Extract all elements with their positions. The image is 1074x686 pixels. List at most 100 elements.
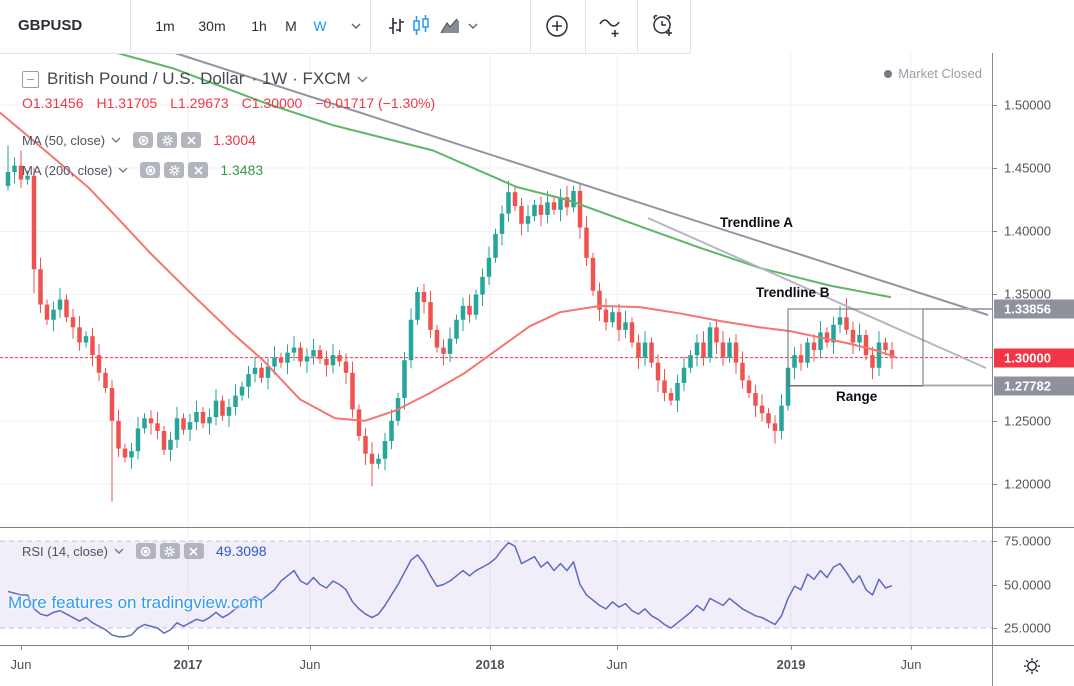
ma200-chevron-down-icon[interactable] — [118, 167, 128, 173]
toolbar-separator — [370, 0, 371, 53]
price-badge-1.30000: 1.30000 — [994, 348, 1074, 368]
symbol-title[interactable]: British Pound / U.S. Dollar — [47, 69, 245, 88]
alert-clock-icon[interactable] — [649, 13, 677, 39]
time-tick — [911, 645, 912, 650]
ma200-label: MA (200, close) — [22, 162, 113, 178]
time-tick — [310, 645, 311, 650]
rsi-axis-label: 50.0000 — [1004, 577, 1051, 592]
candles-chart-icon[interactable] — [411, 13, 431, 39]
area-chart-icon[interactable] — [439, 13, 461, 39]
top-toolbar: GBPUSD 1m 30m 1h M W — [0, 0, 1074, 54]
toolbar-separator — [130, 0, 131, 53]
symbol-button[interactable]: GBPUSD — [18, 17, 83, 34]
rsi-remove-x-icon[interactable] — [183, 543, 204, 559]
ohlc-item: C1.30000 — [241, 95, 303, 111]
interval-chevron-down-icon[interactable] — [351, 13, 361, 39]
time-tick — [490, 645, 491, 650]
price-axis-label: 1.50000 — [1004, 97, 1051, 113]
time-axis-label: 2018 — [475, 657, 505, 672]
time-axis-label: Jun — [299, 657, 321, 672]
time-axis[interactable]: Jun 2017 Jun 2018 Jun 2019 Jun — [0, 645, 1074, 686]
market-closed-dot-icon — [884, 69, 893, 78]
interval-1m[interactable]: 1m — [155, 18, 175, 34]
rsi-chevron-down-icon[interactable] — [114, 548, 124, 554]
ma200-legend: MA (200, close) 1.3483 — [22, 162, 263, 178]
trendline-a-label[interactable]: Trendline A — [720, 215, 794, 230]
rsi-label: RSI (14, close) — [22, 543, 108, 559]
toolbar-bottom-border — [0, 53, 690, 54]
interval-W[interactable]: W — [313, 18, 327, 34]
rsi-axis-label: 25.0000 — [1004, 620, 1051, 636]
bars-chart-icon[interactable] — [385, 13, 407, 39]
price-axis-label: 1.25000 — [1004, 413, 1051, 429]
chart-type-chevron-down-icon[interactable] — [468, 13, 478, 39]
toolbar-separator — [530, 0, 531, 53]
ma50-line — [0, 111, 898, 422]
symbol-meta[interactable]: · 1W · FXCM — [251, 69, 351, 88]
market-status-text: Market Closed — [898, 66, 982, 81]
axis-tick — [993, 420, 997, 422]
compare-plus-icon[interactable] — [544, 13, 570, 39]
axis-tick — [993, 168, 997, 170]
ma200-value: 1.3483 — [220, 162, 264, 178]
ma50-legend: MA (50, close) 1.3004 — [22, 132, 256, 148]
toolbar-separator — [585, 0, 586, 53]
time-axis-label: Jun — [10, 657, 32, 672]
axis-tick — [993, 294, 997, 296]
range-box — [787, 307, 993, 387]
ma50-remove-x-icon[interactable] — [181, 132, 202, 148]
theme-sun-icon[interactable] — [1019, 653, 1045, 679]
tradingview-watermark-link[interactable]: More features on tradingview.com — [8, 593, 264, 612]
ma50-visibility-icon[interactable] — [133, 132, 154, 148]
range-label[interactable]: Range — [836, 389, 878, 404]
toolbar-separator — [690, 0, 691, 53]
axis-tick — [993, 584, 997, 586]
price-axis-label: 1.35000 — [1004, 286, 1051, 302]
ma50-value: 1.3004 — [213, 132, 256, 148]
ohlc-item: H1.31705 — [96, 95, 158, 111]
interval-30m[interactable]: 30m — [198, 18, 226, 34]
time-axis-label: Jun — [606, 657, 628, 672]
rsi-value: 49.3098 — [215, 543, 267, 559]
time-tick — [188, 645, 189, 650]
ma200-settings-gear-icon[interactable] — [164, 162, 185, 178]
rsi-legend: RSI (14, close) 49.3098 — [22, 543, 267, 559]
axis-tick — [993, 541, 997, 542]
time-axis-label: Jun — [900, 657, 922, 672]
axis-tick — [993, 231, 997, 233]
price-badge-1.27782: 1.27782 — [994, 376, 1074, 396]
time-axis-separator — [0, 645, 1074, 646]
chart-legend-title: British Pound / U.S. Dollar · 1W · FXCM — [22, 69, 368, 89]
collapse-pane-icon[interactable] — [22, 70, 39, 88]
ohlc-item: −0.01717 (−1.30%) — [315, 95, 436, 111]
ma50-settings-gear-icon[interactable] — [157, 132, 178, 148]
price-axis-label: 1.40000 — [1004, 223, 1051, 239]
ma50-label: MA (50, close) — [22, 132, 106, 148]
rsi-settings-gear-icon[interactable] — [159, 543, 180, 559]
time-tick — [791, 645, 792, 650]
interval-1h[interactable]: 1h — [251, 18, 267, 34]
ohlc-item: L1.29673 — [170, 95, 229, 111]
market-status: Market Closed — [884, 66, 982, 81]
price-axis[interactable]: 1.50000 1.45000 1.40000 1.35000 1.25000 … — [993, 0, 1074, 686]
price-axis-label: 1.45000 — [1004, 160, 1051, 176]
candles-layer — [5, 145, 895, 502]
axis-border — [992, 53, 993, 686]
ma200-visibility-icon[interactable] — [140, 162, 161, 178]
ma50-chevron-down-icon[interactable] — [111, 137, 121, 143]
interval-M[interactable]: M — [285, 18, 297, 34]
trendline-b-label[interactable]: Trendline B — [756, 285, 830, 300]
rsi-axis-label: 75.0000 — [1004, 533, 1051, 549]
title-chevron-down-icon[interactable] — [357, 75, 368, 83]
axis-tick — [993, 628, 997, 629]
pane-separator[interactable] — [0, 527, 1074, 528]
price-badge-1.33856: 1.33856 — [994, 299, 1074, 319]
axis-tick — [993, 483, 997, 485]
price-axis-label: 1.20000 — [1004, 476, 1051, 492]
time-axis-label: 2017 — [173, 657, 203, 672]
indicators-icon[interactable] — [598, 13, 624, 39]
ma200-line — [117, 52, 891, 299]
ma200-remove-x-icon[interactable] — [188, 162, 209, 178]
rsi-visibility-icon[interactable] — [135, 543, 156, 559]
